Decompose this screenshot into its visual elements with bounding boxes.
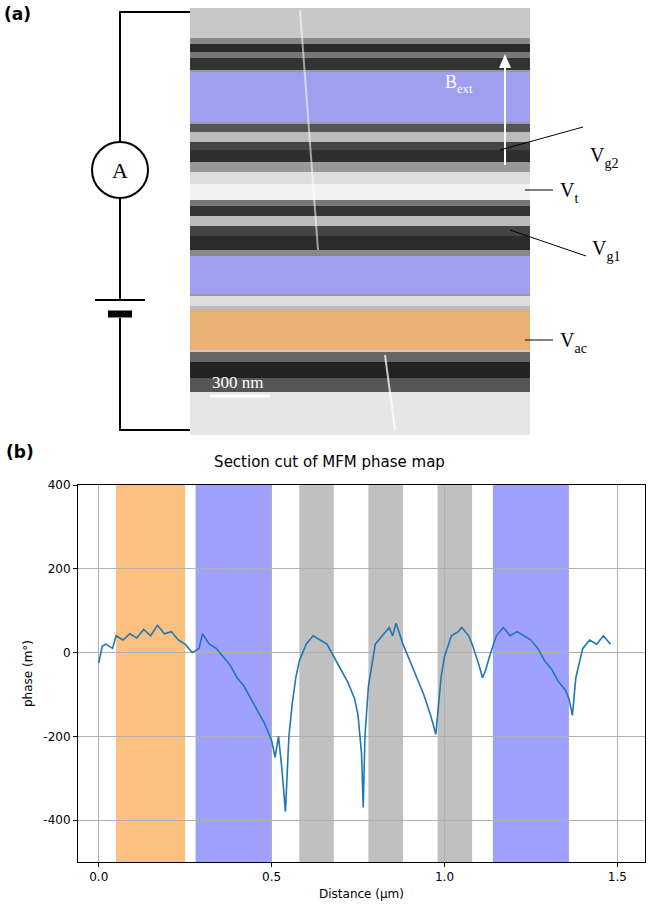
svg-text:0: 0: [63, 646, 71, 660]
svg-text:(a): (a): [4, 4, 31, 24]
html-text:(b): (b): [6, 442, 34, 462]
svg-text:1.0: 1.0: [435, 870, 454, 884]
svg-text:Section cut of MFM phase map: Section cut of MFM phase map: [214, 453, 445, 471]
svg-text:Vg1: Vg1: [592, 237, 620, 264]
svg-text:Bext: Bext: [445, 72, 473, 96]
svg-text:-400: -400: [43, 813, 70, 827]
svg-text:0.0: 0.0: [89, 870, 108, 884]
svg-text:Vt: Vt: [560, 179, 578, 206]
svg-text:phase (m°): phase (m°): [21, 640, 35, 707]
svg-text:Vac: Vac: [560, 329, 587, 356]
svg-text:Vg2: Vg2: [590, 144, 618, 171]
svg-text:400: 400: [48, 478, 71, 492]
svg-text:Distance (µm): Distance (µm): [319, 887, 404, 901]
svg-text:1.5: 1.5: [608, 870, 627, 884]
svg-text:A: A: [112, 158, 128, 183]
svg-text:300 nm: 300 nm: [212, 373, 263, 392]
svg-text:200: 200: [48, 562, 71, 576]
svg-text:0.5: 0.5: [262, 870, 281, 884]
svg-text:-200: -200: [43, 730, 70, 744]
